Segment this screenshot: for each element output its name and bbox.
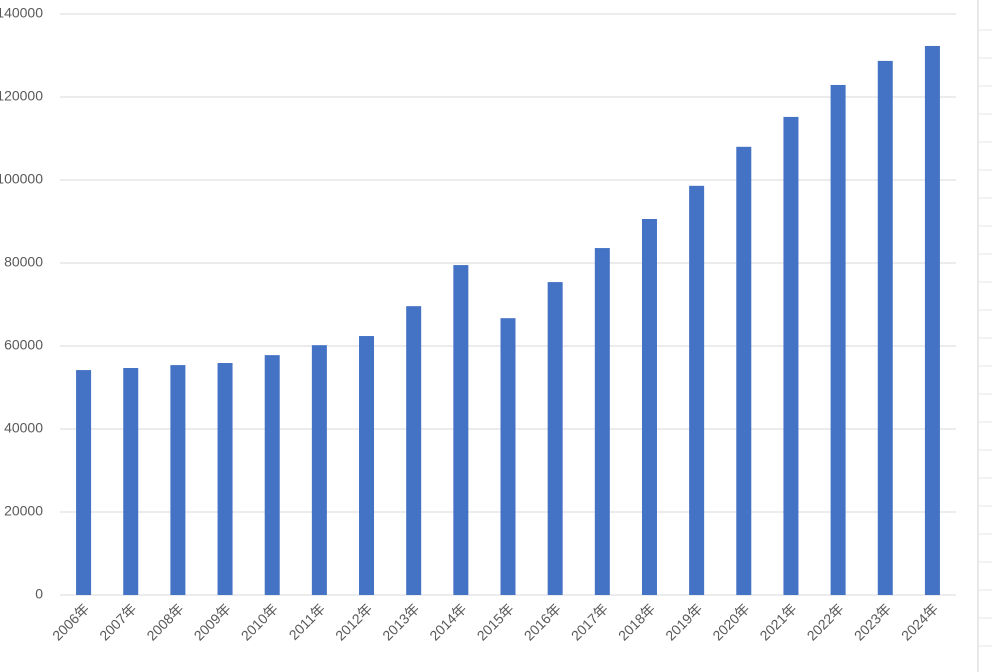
x-tick-label: 2008年 — [143, 600, 186, 643]
bar — [594, 248, 610, 595]
y-tick-label: 80000 — [4, 254, 43, 270]
x-tick-label: 2016年 — [521, 600, 564, 643]
x-tick-label: 2017年 — [568, 600, 611, 643]
y-tick-label: 100000 — [0, 171, 43, 187]
bar — [453, 265, 469, 595]
bar — [500, 318, 516, 595]
x-tick-label: 2018年 — [615, 600, 658, 643]
x-tick-label: 2007年 — [96, 600, 139, 643]
x-tick-label: 2009年 — [191, 600, 234, 643]
x-tick-label: 2006年 — [49, 600, 92, 643]
x-tick-label: 2015年 — [473, 600, 516, 643]
x-tick-label: 2019年 — [662, 600, 705, 643]
x-tick-label: 2023年 — [851, 600, 894, 643]
bar — [547, 282, 563, 595]
bar — [689, 185, 705, 595]
x-tick-label: 2011年 — [286, 600, 329, 643]
bar — [641, 219, 657, 595]
bar — [123, 367, 139, 595]
x-tick-label: 2020年 — [709, 600, 752, 643]
bar — [170, 365, 186, 595]
y-tick-label: 40000 — [4, 420, 43, 436]
bar — [830, 84, 846, 595]
x-tick-label: 2010年 — [238, 600, 281, 643]
bar — [359, 336, 375, 595]
x-tick-label: 2024年 — [898, 600, 941, 643]
x-tick-label: 2014年 — [426, 600, 469, 643]
sheet-strip — [977, 0, 992, 672]
bar — [264, 355, 280, 595]
bar — [406, 306, 422, 595]
bar — [311, 345, 327, 595]
y-tick-label: 20000 — [4, 503, 43, 519]
y-tick-label: 140000 — [0, 5, 43, 21]
y-tick-label: 120000 — [0, 88, 43, 104]
bar — [924, 45, 940, 595]
bar — [877, 60, 893, 595]
bar — [736, 146, 752, 596]
y-tick-label: 0 — [35, 586, 43, 602]
x-tick-label: 2013年 — [379, 600, 422, 643]
x-tick-label: 2021年 — [756, 600, 799, 643]
x-tick-label: 2012年 — [332, 600, 375, 643]
bar — [217, 363, 233, 595]
bar — [783, 116, 799, 596]
y-tick-label: 60000 — [4, 337, 43, 353]
x-tick-label: 2022年 — [804, 600, 847, 643]
bar — [76, 370, 92, 595]
